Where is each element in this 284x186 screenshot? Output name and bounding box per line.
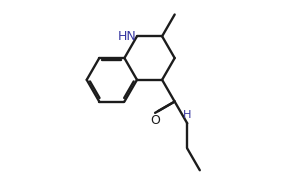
Text: H: H [183,110,191,120]
Text: O: O [150,114,160,127]
Text: HN: HN [118,30,137,43]
